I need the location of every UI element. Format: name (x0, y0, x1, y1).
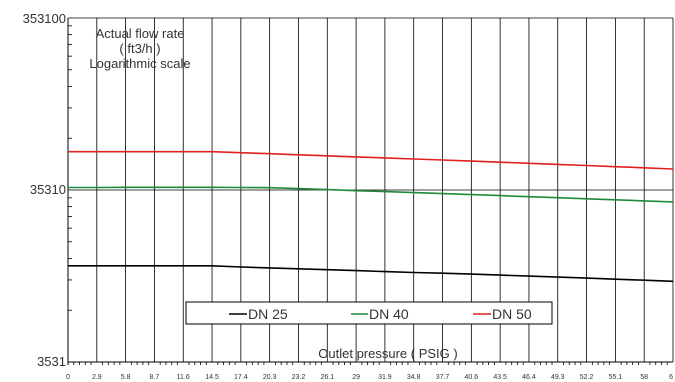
x-tick-label: 23.2 (292, 374, 306, 381)
x-tick-label: 0 (66, 374, 70, 381)
x-tick-label: 29 (352, 374, 360, 381)
x-tick-label: 6 (669, 374, 673, 381)
x-axis-title: Outlet pressure ( PSIG ) (318, 346, 457, 361)
series-line-dn25 (68, 264, 674, 283)
legend-box (185, 301, 553, 325)
x-tick-label: 5.8 (121, 374, 131, 381)
x-tick-label: 2.9 (92, 374, 102, 381)
series-line-dn50 (68, 150, 674, 170)
chart-title-line-2: ( ft3/h ) (119, 41, 160, 56)
x-tick-label: 58 (640, 374, 648, 381)
x-tick-label: 40.6 (465, 374, 479, 381)
x-tick-label: 34.8 (407, 374, 421, 381)
x-tick-label: 55.1 (609, 374, 623, 381)
x-tick-label: 20.3 (263, 374, 277, 381)
x-tick-label: 31.9 (378, 374, 392, 381)
x-tick-label: 26.1 (320, 374, 334, 381)
legend-label-dn50: DN 50 (492, 306, 532, 322)
legend-label-dn25: DN 25 (248, 306, 288, 322)
x-tick-label: 11.6 (177, 374, 190, 381)
y-tick-label: 3531 (37, 354, 66, 369)
x-tick-label: 52.2 (580, 374, 594, 381)
y-tick-label: 35310 (30, 182, 66, 197)
x-tick-label: 46.4 (522, 374, 536, 381)
chart-title-line-1: Actual flow rate (96, 26, 185, 41)
legend: DN 25 DN 40 DN 50 (185, 301, 553, 325)
x-tick-label: 14.5 (205, 374, 219, 381)
x-tick-label: 8.7 (150, 374, 160, 381)
legend-label-dn40: DN 40 (369, 306, 409, 322)
series-lines (68, 150, 674, 283)
x-tick-label: 37.7 (436, 374, 450, 381)
axes (67, 18, 673, 365)
x-tick-label: 17.4 (234, 374, 248, 381)
x-tick-label: 43.5 (493, 374, 507, 381)
y-tick-label: 353100 (23, 11, 66, 26)
x-tick-label: 49.3 (551, 374, 565, 381)
chart-title-line-3: Logarithmic scale (89, 56, 190, 71)
series-line-dn40 (68, 186, 674, 203)
x-tick-labels: 0 2.9 5.8 8.7 11.6 14.5 17.4 20.3 23.2 26.1 29 31.9… (66, 374, 673, 381)
